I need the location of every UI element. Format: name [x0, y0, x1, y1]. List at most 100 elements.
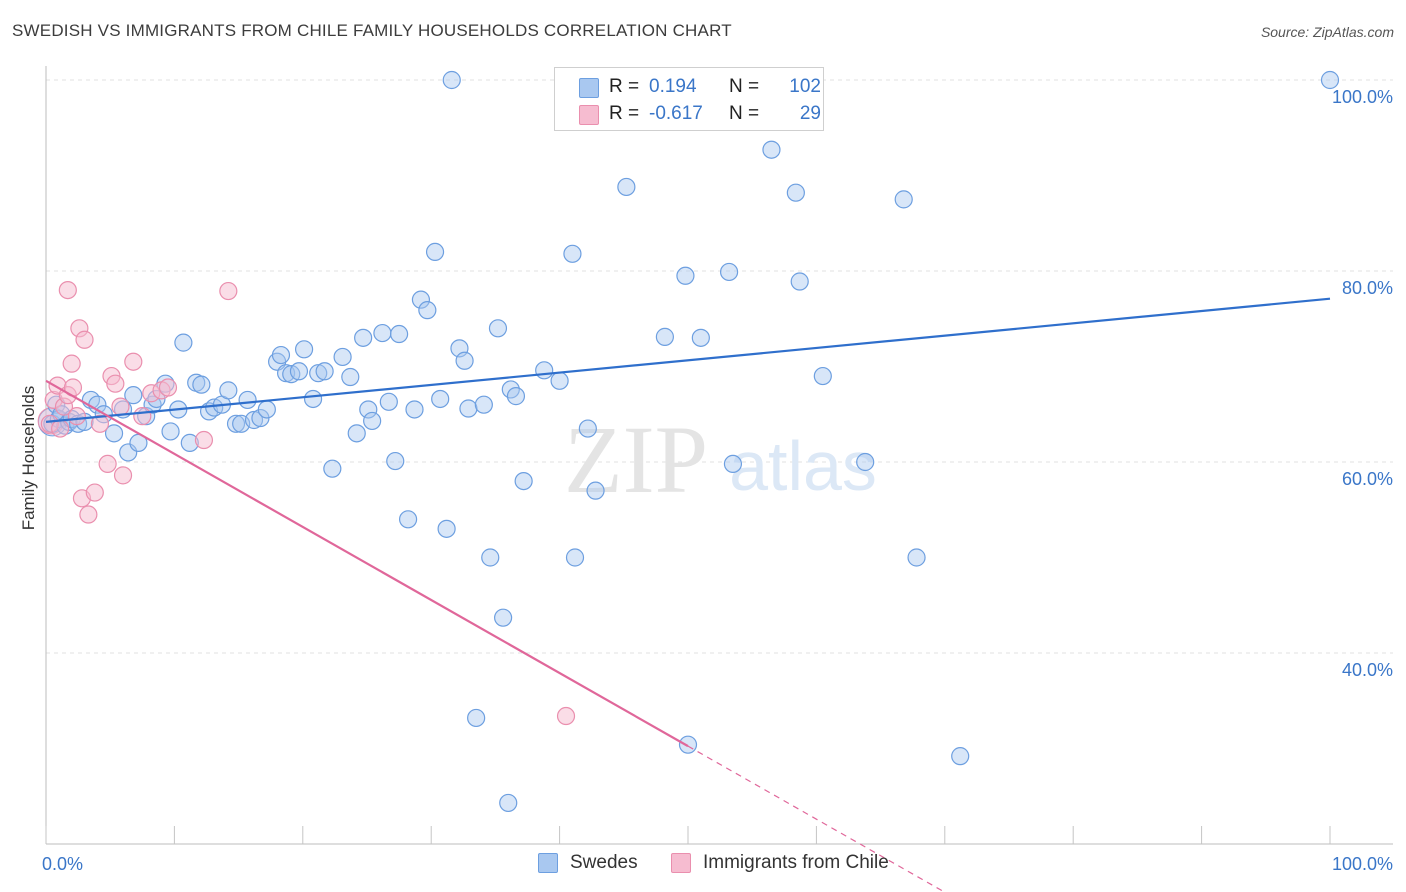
legend-label: Swedes	[570, 852, 638, 873]
swedes-point	[315, 362, 334, 381]
axis-layer: 100.0% 80.0% 60.0% 40.0% 0.0% 100.0%	[42, 66, 1393, 874]
y-tick-label: 40.0%	[1342, 660, 1393, 680]
swedes-point	[790, 272, 809, 291]
chile-point	[194, 430, 214, 450]
r-label: R =	[609, 76, 640, 97]
swedes-point	[437, 519, 456, 538]
chart-title: SWEDISH VS IMMIGRANTS FROM CHILE FAMILY …	[12, 21, 732, 40]
chile-point	[113, 466, 133, 485]
y-axis-label: Family Households	[19, 386, 38, 531]
swedes-point	[219, 381, 238, 400]
swedes-legend-swatch	[538, 853, 558, 873]
chile-point	[133, 407, 152, 426]
trend-layer	[45, 297, 1331, 892]
swedes-point	[442, 70, 461, 90]
swedes-point	[323, 459, 342, 478]
swedes-point	[289, 362, 309, 381]
swedes-point	[431, 389, 450, 409]
n-label: N =	[729, 76, 760, 97]
swedes-point	[951, 747, 970, 766]
chile-point	[219, 281, 238, 301]
swedes-trend-line	[45, 297, 1331, 423]
swedes-point	[418, 301, 437, 320]
swedes-point	[124, 386, 143, 405]
n-value: 102	[789, 76, 821, 97]
swedes-point	[565, 548, 585, 567]
swedes-point	[104, 424, 124, 443]
grid-layer	[46, 79, 1393, 654]
y-tick-label: 100.0%	[1332, 87, 1393, 107]
swedes-point	[411, 290, 431, 309]
chile-point	[62, 354, 81, 373]
swedes-point	[359, 400, 378, 419]
x-tick-label-max: 100.0%	[1332, 854, 1393, 874]
chile-point	[58, 281, 77, 300]
swedes-point	[813, 366, 832, 386]
swedes-point	[226, 414, 246, 433]
swedes-point	[535, 361, 554, 380]
swedes-point	[506, 387, 526, 406]
chile-point	[75, 330, 94, 349]
swedes-point	[514, 472, 533, 491]
swedes-point	[244, 410, 264, 430]
swedes-point	[578, 419, 597, 438]
swedes-point	[161, 422, 180, 441]
r-value: -0.617	[649, 103, 703, 124]
swedes-point	[474, 395, 493, 414]
swedes-point	[354, 328, 373, 347]
swedes-point	[347, 424, 366, 443]
swedes-point	[550, 371, 569, 390]
swedes-point	[363, 411, 382, 431]
swedes-point	[192, 375, 211, 394]
swedes-point	[723, 454, 743, 474]
correlation-legend: R = 0.194 N = 102 R = -0.617 N = 29	[554, 67, 824, 131]
chile-point	[85, 483, 104, 502]
r-label: R =	[609, 103, 640, 124]
swedes-point	[398, 510, 418, 529]
n-label: N =	[729, 103, 760, 124]
swedes-point	[856, 452, 875, 472]
swedes-point	[719, 262, 739, 282]
swedes-point	[894, 190, 913, 209]
swedes-point	[907, 548, 926, 567]
chile-point	[98, 454, 117, 474]
swedes-point	[390, 324, 409, 344]
swedes-point	[617, 177, 636, 197]
swedes-point	[655, 327, 674, 346]
chile-point	[51, 419, 70, 438]
swedes-point	[303, 389, 323, 409]
swedes-point	[379, 392, 398, 411]
swedes-point	[309, 364, 328, 383]
swedes-point	[762, 140, 781, 159]
swedes-swatch	[579, 78, 599, 98]
swedes-point	[459, 399, 478, 418]
chile-point	[106, 374, 125, 393]
swedes-point	[271, 345, 291, 365]
swedes-point	[678, 735, 698, 754]
chile-point	[79, 505, 98, 524]
legend-label: Immigrants from Chile	[703, 852, 889, 873]
chile-point	[158, 378, 178, 397]
chile-point	[124, 352, 143, 371]
swedes-point	[294, 340, 314, 359]
watermark: ZIP atlas	[564, 406, 877, 513]
swedes-point	[386, 451, 405, 471]
chile-point	[67, 407, 86, 426]
swedes-point	[373, 323, 392, 343]
swedes-point	[676, 266, 695, 285]
swedes-point	[1320, 70, 1340, 90]
swedes-point	[481, 548, 500, 567]
y-tick-label: 60.0%	[1342, 469, 1393, 489]
swedes-point	[467, 708, 486, 728]
chile-trend-line	[45, 379, 689, 748]
swedes-point	[238, 390, 257, 410]
x-tick-label-min: 0.0%	[42, 854, 83, 874]
chart-source: Source: ZipAtlas.com	[1260, 24, 1394, 40]
watermark-atlas: atlas	[729, 427, 877, 505]
chile-point	[111, 397, 130, 416]
swedes-point	[174, 333, 193, 352]
swedes-point	[341, 367, 360, 387]
swedes-point	[499, 793, 518, 813]
swedes-point	[494, 608, 513, 627]
